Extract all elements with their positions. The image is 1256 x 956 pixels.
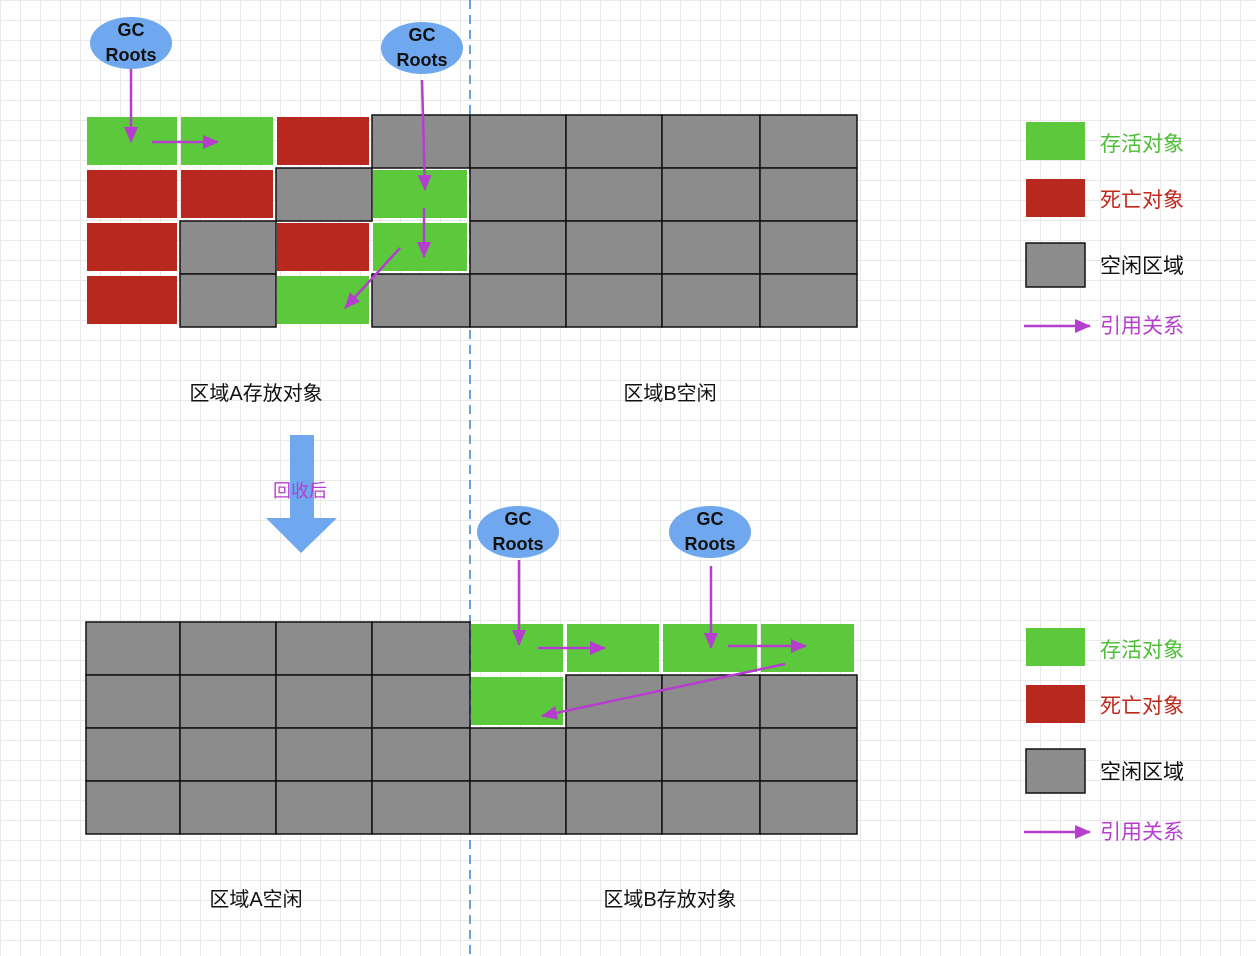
region-a-label-top: 区域A存放对象 (189, 383, 323, 405)
free-cell (661, 220, 761, 275)
live-object-cell (277, 276, 369, 324)
free-cell (371, 621, 471, 676)
free-cell (565, 114, 663, 169)
gc-root-text: Roots (492, 534, 544, 554)
free-cell (661, 674, 761, 729)
gc-root-text: GC (504, 509, 532, 529)
dead-object-cell (277, 117, 369, 165)
legend-label-reference: 引用关系 (1100, 821, 1184, 844)
free-cell (469, 780, 567, 835)
free-cell (469, 114, 567, 169)
free-cell (759, 727, 858, 782)
free-cell (661, 167, 761, 222)
legend-swatch-dead (1026, 179, 1085, 217)
arrow-down-icon (266, 435, 337, 553)
legend-label-dead: 死亡对象 (1100, 695, 1184, 718)
free-cell (565, 273, 663, 328)
legend-label-free: 空闲区域 (1100, 761, 1184, 784)
free-cell (565, 220, 663, 275)
free-cell (179, 220, 277, 275)
gc-root-node: GC Roots (90, 17, 172, 69)
free-cell (85, 621, 181, 676)
reference-arrows (124, 55, 807, 720)
gc-root-node: GC Roots (669, 506, 751, 558)
gc-root-node: GC Roots (477, 506, 559, 558)
legend-swatch-live (1026, 122, 1085, 160)
top-memory-grid (87, 114, 858, 328)
dead-object-cell (87, 223, 177, 271)
free-cell (661, 114, 761, 169)
free-cell (565, 727, 663, 782)
live-object-cell (373, 170, 467, 218)
free-cell (179, 621, 277, 676)
dead-object-cell (87, 276, 177, 324)
gc-root-text: Roots (396, 50, 448, 70)
free-cell (469, 727, 567, 782)
gc-root-text: Roots (684, 534, 736, 554)
bottom-memory-grid (85, 621, 858, 835)
free-cell (85, 780, 181, 835)
free-cell (371, 674, 471, 729)
free-cell (371, 780, 471, 835)
legend-swatch-free (1025, 748, 1086, 794)
free-cell (85, 727, 181, 782)
free-cell (275, 674, 373, 729)
free-cell (759, 674, 858, 729)
region-b-label-top: 区域B空闲 (623, 383, 717, 405)
free-cell (179, 780, 277, 835)
free-cell (469, 220, 567, 275)
free-cell (661, 273, 761, 328)
free-cell (275, 621, 373, 676)
legend-swatches (1024, 122, 1091, 839)
live-object-cell (761, 624, 854, 672)
free-cell (275, 167, 373, 222)
free-cell (275, 727, 373, 782)
free-cell (179, 727, 277, 782)
dead-object-cell (87, 170, 177, 218)
free-cell (371, 273, 471, 328)
free-cell (759, 220, 858, 275)
free-cell (179, 273, 277, 328)
gc-root-text: GC (696, 509, 724, 529)
free-cell (661, 780, 761, 835)
free-cell (371, 727, 471, 782)
reference-arrow (541, 662, 786, 720)
live-object-cell (471, 677, 563, 725)
legend-swatch-dead (1026, 685, 1085, 723)
gc-root-text: Roots (105, 45, 157, 65)
region-a-label-bottom: 区域A空闲 (209, 889, 303, 911)
legend-label-live: 存活对象 (1100, 133, 1184, 156)
free-cell (179, 674, 277, 729)
free-cell (371, 114, 471, 169)
gc-root-text: GC (408, 25, 436, 45)
free-cell (565, 780, 663, 835)
gc-root-node: GC Roots (381, 22, 463, 74)
legend-swatch-live (1026, 628, 1085, 666)
region-b-label-bottom: 区域B存放对象 (603, 889, 737, 911)
reference-arrow (344, 247, 401, 309)
free-cell (275, 780, 373, 835)
free-cell (85, 674, 181, 729)
free-cell (759, 167, 858, 222)
free-cell (565, 167, 663, 222)
free-cell (469, 273, 567, 328)
legend-swatch-free (1025, 242, 1086, 288)
legend-label-dead: 死亡对象 (1100, 189, 1184, 212)
gc-root-text: GC (117, 20, 145, 40)
dead-object-cell (277, 223, 369, 271)
free-cell (759, 114, 858, 169)
free-cell (469, 167, 567, 222)
reference-arrow (417, 79, 432, 191)
dead-object-cell (181, 170, 273, 218)
legend-label-live: 存活对象 (1100, 639, 1184, 662)
free-cell (759, 273, 858, 328)
legend-label-reference: 引用关系 (1100, 315, 1184, 338)
free-cell (759, 780, 858, 835)
free-cell (661, 727, 761, 782)
after-gc-label: 回收后 (273, 481, 327, 501)
legend-label-free: 空闲区域 (1100, 255, 1184, 278)
